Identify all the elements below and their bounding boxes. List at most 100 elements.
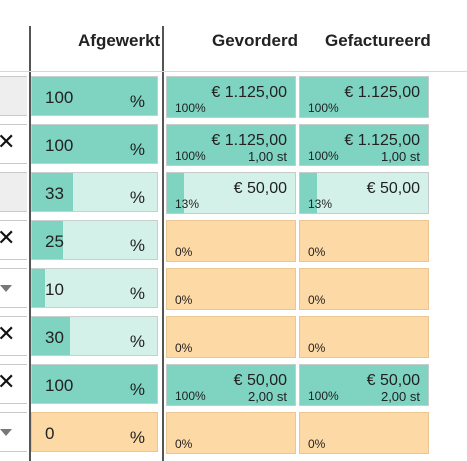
table-row: ✕ 100% € 1.125,00 1,00 st 100% € 1.125,00 1,00… <box>0 120 467 168</box>
close-icon[interactable]: ✕ <box>0 322 16 347</box>
gefactureerd-percent: 0% <box>308 437 326 451</box>
afgewerkt-percent-input[interactable]: 33% <box>31 172 158 212</box>
gefactureerd-cell[interactable]: 0% <box>299 220 429 262</box>
row-action-cell[interactable] <box>0 412 27 452</box>
gevorderd-amount: € 50,00 <box>233 180 287 197</box>
row-action-cell[interactable]: ✕ <box>0 316 27 356</box>
gevorderd-amount: € 1.125,00 <box>211 132 287 149</box>
gefactureerd-quantity: 1,00 st <box>380 149 420 164</box>
progress-fill <box>32 317 70 355</box>
afgewerkt-percent-input[interactable]: 100% <box>31 76 158 116</box>
table-row: ✕ 30% 0% 0% <box>0 312 467 360</box>
gevorderd-percent: 100% <box>175 149 206 163</box>
table-row: ✕ 100% € 50,00 2,00 st 100% € 50,00 2,00 st 100… <box>0 360 467 408</box>
afgewerkt-value: 10 <box>45 280 64 299</box>
column-divider-right <box>162 26 164 461</box>
progress-fill <box>32 269 45 307</box>
percent-symbol: % <box>129 428 145 447</box>
gevorderd-cell[interactable]: 0% <box>166 412 296 454</box>
progress-fill <box>32 221 64 259</box>
row-action-cell[interactable] <box>0 268 27 308</box>
gefactureerd-percent: 0% <box>308 245 326 259</box>
gefactureerd-cell[interactable]: € 50,00 2,00 st 100% <box>299 364 429 406</box>
percent-symbol: % <box>129 332 145 351</box>
column-divider-left <box>29 26 31 461</box>
gevorderd-cell[interactable]: 0% <box>166 316 296 358</box>
gefactureerd-percent: 0% <box>308 341 326 355</box>
afgewerkt-value: 100 <box>45 88 74 107</box>
gefactureerd-percent: 13% <box>308 197 333 211</box>
row-action-cell[interactable]: ✕ <box>0 220 27 260</box>
caret-down-icon[interactable] <box>0 285 12 292</box>
gevorderd-percent: 0% <box>175 341 193 355</box>
afgewerkt-value: 100 <box>45 136 74 155</box>
percent-symbol: % <box>129 284 145 303</box>
gevorderd-percent: 0% <box>175 437 193 451</box>
afgewerkt-value: 30 <box>45 328 64 347</box>
afgewerkt-percent-input[interactable]: 30% <box>31 316 158 356</box>
close-icon[interactable]: ✕ <box>0 370 16 395</box>
gefactureerd-percent: 100% <box>308 101 339 115</box>
gefactureerd-cell[interactable]: € 1.125,00 100% <box>299 76 429 118</box>
percent-symbol: % <box>129 188 145 207</box>
afgewerkt-percent-input[interactable]: 25% <box>31 220 158 260</box>
gefactureerd-quantity: 2,00 st <box>380 389 420 404</box>
gevorderd-percent: 100% <box>175 389 206 403</box>
afgewerkt-percent-input[interactable]: 100% <box>31 124 158 164</box>
gevorderd-cell[interactable]: 0% <box>166 268 296 310</box>
gefactureerd-percent: 100% <box>308 389 339 403</box>
gevorderd-cell[interactable]: 0% <box>166 220 296 262</box>
progress-fill <box>32 173 74 211</box>
percent-symbol: % <box>129 380 145 399</box>
percent-symbol: % <box>129 236 145 255</box>
afgewerkt-percent-input[interactable]: 0% <box>31 412 158 452</box>
gevorderd-amount: € 50,00 <box>233 372 287 389</box>
gevorderd-cell[interactable]: € 50,00 2,00 st 100% <box>166 364 296 406</box>
table-row: 100% € 1.125,00 100% € 1.125,00 100% <box>0 72 467 120</box>
gefactureerd-amount: € 1.125,00 <box>344 84 420 101</box>
gefactureerd-cell[interactable]: 0% <box>299 316 429 358</box>
percent-symbol: % <box>129 140 145 159</box>
column-header-afgewerkt[interactable]: Afgewerkt <box>78 31 161 50</box>
close-icon[interactable]: ✕ <box>0 226 16 251</box>
table-row: 0% 0% 0% <box>0 408 467 456</box>
afgewerkt-percent-input[interactable]: 10% <box>31 268 158 308</box>
gefactureerd-amount: € 1.125,00 <box>344 132 420 149</box>
gefactureerd-cell[interactable]: 0% <box>299 268 429 310</box>
progress-fill <box>300 173 317 213</box>
table-row: 10% 0% 0% <box>0 264 467 312</box>
gefactureerd-amount: € 50,00 <box>366 372 420 389</box>
column-header-gevorderd[interactable]: Gevorderd <box>212 31 298 50</box>
progress-fill <box>167 173 184 213</box>
table-row: ✕ 25% 0% 0% <box>0 216 467 264</box>
row-action-cell[interactable]: ✕ <box>0 364 27 404</box>
progress-fill <box>300 365 428 405</box>
progress-fill <box>167 365 295 405</box>
gefactureerd-cell[interactable]: 0% <box>299 412 429 454</box>
gevorderd-percent: 0% <box>175 293 193 307</box>
column-header-gefactureerd[interactable]: Gefactureerd <box>325 31 431 50</box>
close-icon[interactable]: ✕ <box>0 130 16 155</box>
afgewerkt-value: 100 <box>45 376 74 395</box>
gevorderd-percent: 100% <box>175 101 206 115</box>
row-action-cell[interactable]: ✕ <box>0 124 27 164</box>
gefactureerd-cell[interactable]: € 1.125,00 1,00 st 100% <box>299 124 429 166</box>
progress-fill <box>32 365 157 403</box>
gevorderd-percent: 13% <box>175 197 200 211</box>
gevorderd-cell[interactable]: € 1.125,00 100% <box>166 76 296 118</box>
gevorderd-quantity: 1,00 st <box>247 149 287 164</box>
progress-fill <box>32 125 157 163</box>
row-action-cell <box>0 172 27 212</box>
progress-fill <box>32 77 157 115</box>
progress-fill <box>300 77 428 117</box>
afgewerkt-percent-input[interactable]: 100% <box>31 364 158 404</box>
gevorderd-cell[interactable]: € 1.125,00 1,00 st 100% <box>166 124 296 166</box>
progress-fill <box>300 125 428 165</box>
progress-fill <box>167 125 295 165</box>
gefactureerd-amount: € 50,00 <box>366 180 420 197</box>
gevorderd-percent: 0% <box>175 245 193 259</box>
gefactureerd-cell[interactable]: € 50,00 13% <box>299 172 429 214</box>
gevorderd-cell[interactable]: € 50,00 13% <box>166 172 296 214</box>
table-header: Afgewerkt Gevorderd Gefactureerd <box>0 0 467 70</box>
caret-down-icon[interactable] <box>0 429 12 436</box>
